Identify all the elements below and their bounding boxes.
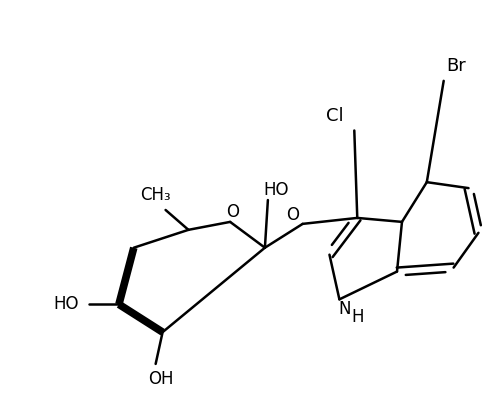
Text: H: H [350,308,363,326]
Text: HO: HO [54,296,79,313]
Text: O: O [286,206,299,224]
Text: Cl: Cl [325,106,343,125]
Text: OH: OH [148,370,173,388]
Text: Br: Br [446,57,465,75]
Text: HO: HO [263,181,288,199]
Text: CH₃: CH₃ [140,186,171,204]
Text: O: O [226,203,239,221]
Text: N: N [338,300,350,318]
